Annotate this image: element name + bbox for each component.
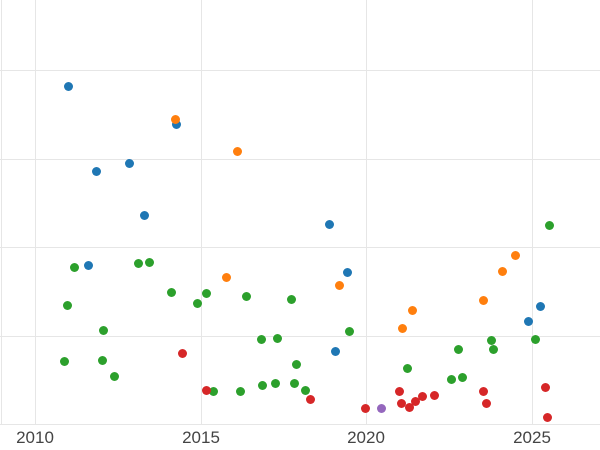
data-point-blue: [325, 219, 334, 229]
data-point-red: [394, 387, 404, 396]
data-point-green: [134, 258, 144, 268]
data-point-green: [193, 299, 203, 309]
data-point-green: [98, 356, 108, 365]
data-point-blue: [84, 261, 94, 271]
data-point-blue: [535, 302, 545, 311]
data-point-blue: [172, 120, 182, 130]
data-point-orange: [497, 266, 507, 276]
data-point-red: [478, 387, 488, 396]
data-point-green: [402, 364, 412, 373]
data-point-red: [360, 403, 370, 413]
data-point-orange: [397, 324, 407, 334]
data-point-orange: [510, 250, 520, 260]
data-point-green: [446, 374, 456, 384]
data-point-green: [258, 380, 267, 390]
data-point-green: [289, 379, 299, 389]
data-point-green: [235, 387, 245, 396]
data-point-red: [417, 391, 427, 401]
data-point-orange: [171, 115, 181, 125]
data-point-green: [530, 334, 540, 344]
data-point-orange: [407, 306, 417, 316]
data-point-orange: [221, 272, 231, 282]
data-point-red: [429, 390, 439, 400]
data-point-green: [63, 301, 73, 311]
x-tick-label: 2015: [182, 428, 220, 447]
data-point-red: [404, 403, 414, 412]
data-point-green: [70, 263, 80, 272]
data-point-blue: [92, 166, 102, 176]
data-point-green: [300, 386, 310, 396]
data-point-green: [271, 379, 280, 389]
x-gridline: [366, 0, 367, 424]
data-point-green: [145, 257, 154, 267]
data-point-green: [286, 294, 296, 304]
data-point-green: [291, 359, 301, 369]
x-tick-label: 2025: [513, 428, 551, 447]
data-point-red: [178, 348, 188, 358]
data-point-green: [486, 335, 496, 345]
y-gridline: [0, 247, 600, 248]
x-gridline: [35, 0, 36, 424]
x-gridline: [532, 0, 533, 424]
data-point-green: [457, 372, 467, 382]
data-point-red: [542, 412, 552, 422]
data-point-green: [257, 334, 266, 344]
data-point-green: [110, 372, 120, 381]
data-point-red: [410, 396, 420, 406]
data-point-green: [209, 387, 218, 396]
data-point-green: [344, 326, 354, 336]
data-point-purple: [376, 403, 386, 413]
data-point-green: [273, 333, 282, 343]
data-point-blue: [125, 158, 135, 168]
x-tick-label: 2010: [16, 428, 54, 447]
data-point-green: [167, 287, 177, 297]
data-point-green: [488, 344, 498, 354]
data-point-blue: [63, 82, 73, 92]
data-point-green: [242, 292, 252, 302]
y-gridline: [0, 424, 600, 425]
data-point-green: [544, 220, 554, 230]
x-gridline: [201, 0, 202, 424]
data-point-blue: [523, 317, 533, 327]
data-point-green: [453, 344, 463, 354]
data-point-green: [202, 288, 211, 298]
x-tick-label: 2020: [347, 428, 385, 447]
data-point-blue: [331, 347, 340, 357]
data-point-red: [540, 382, 550, 392]
data-point-orange: [232, 147, 242, 156]
data-point-red: [481, 399, 491, 409]
data-point-orange: [478, 295, 488, 305]
y-gridline: [0, 70, 600, 71]
data-point-red: [396, 399, 406, 409]
left-edge-gridline: [1, 0, 2, 424]
y-gridline: [0, 159, 600, 160]
y-gridline: [0, 336, 600, 337]
data-point-red: [202, 386, 211, 396]
data-point-green: [99, 325, 109, 335]
data-point-blue: [140, 210, 149, 220]
data-point-blue: [342, 268, 352, 278]
data-point-green: [60, 356, 70, 366]
data-point-red: [305, 395, 315, 404]
data-point-orange: [334, 280, 344, 290]
